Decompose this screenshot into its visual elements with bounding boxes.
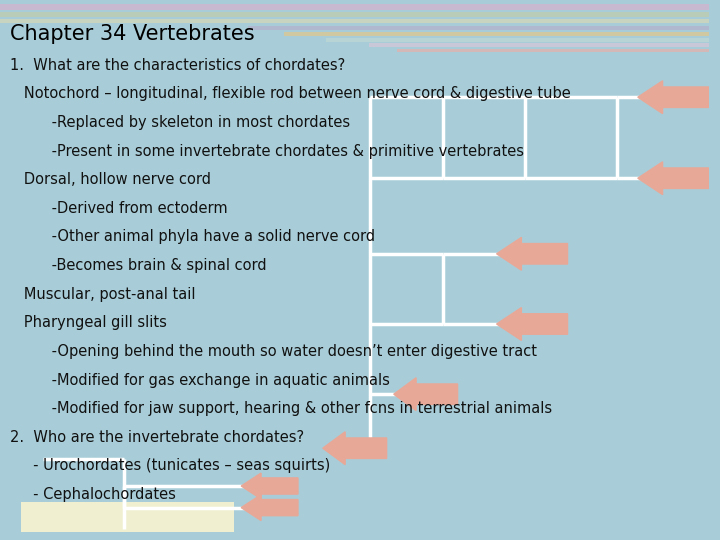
Bar [397, 49, 709, 52]
Bar [369, 43, 709, 47]
Text: Chapter 34 Vertebrates: Chapter 34 Vertebrates [10, 24, 255, 44]
FancyArrow shape [241, 473, 298, 499]
FancyArrow shape [638, 162, 708, 194]
FancyArrow shape [394, 378, 458, 410]
Bar [284, 32, 709, 36]
Text: -Other animal phyla have a solid nerve cord: -Other animal phyla have a solid nerve c… [10, 230, 375, 245]
Text: Pharyngeal gill slits: Pharyngeal gill slits [10, 315, 167, 330]
Text: -Derived from ectoderm: -Derived from ectoderm [10, 201, 228, 216]
Bar [326, 38, 709, 42]
Text: 2.  Who are the invertebrate chordates?: 2. Who are the invertebrate chordates? [10, 430, 304, 445]
Bar [0, 19, 709, 23]
Text: -Modified for gas exchange in aquatic animals: -Modified for gas exchange in aquatic an… [10, 373, 390, 388]
Text: - Urochordates (tunicates – seas squirts): - Urochordates (tunicates – seas squirts… [10, 458, 330, 474]
FancyArrow shape [241, 495, 298, 521]
Text: Muscular, post-anal tail: Muscular, post-anal tail [10, 287, 195, 302]
FancyArrow shape [323, 432, 387, 464]
Text: -Modified for jaw support, hearing & other fcns in terrestrial animals: -Modified for jaw support, hearing & oth… [10, 401, 552, 416]
FancyArrow shape [497, 238, 567, 270]
FancyArrow shape [497, 308, 567, 340]
Bar [0, 12, 709, 17]
Bar [0, 4, 709, 10]
Text: 1.  What are the characteristics of chordates?: 1. What are the characteristics of chord… [10, 58, 345, 73]
Text: Notochord – longitudinal, flexible rod between nerve cord & digestive tube: Notochord – longitudinal, flexible rod b… [10, 86, 571, 102]
Bar [22, 502, 234, 532]
Text: -Present in some invertebrate chordates & primitive vertebrates: -Present in some invertebrate chordates … [10, 144, 524, 159]
Text: -Opening behind the mouth so water doesn’t enter digestive tract: -Opening behind the mouth so water doesn… [10, 344, 537, 359]
Text: -Becomes brain & spinal cord: -Becomes brain & spinal cord [10, 258, 266, 273]
Bar [248, 26, 709, 30]
Text: Dorsal, hollow nerve cord: Dorsal, hollow nerve cord [10, 172, 211, 187]
Text: -Replaced by skeleton in most chordates: -Replaced by skeleton in most chordates [10, 115, 350, 130]
FancyArrow shape [638, 81, 708, 113]
Text: - Cephalochordates: - Cephalochordates [10, 487, 176, 502]
